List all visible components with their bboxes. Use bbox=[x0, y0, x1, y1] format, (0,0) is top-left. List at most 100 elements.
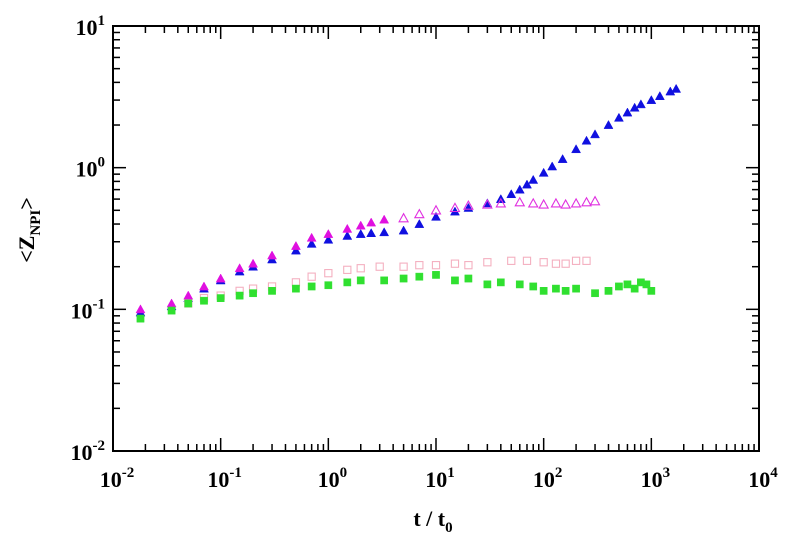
y-tick-label: 101 bbox=[76, 13, 106, 40]
x-axis-label-main: t / t bbox=[413, 506, 445, 531]
data-point bbox=[603, 120, 614, 129]
data-point bbox=[539, 287, 548, 295]
data-point bbox=[306, 232, 317, 242]
data-point bbox=[323, 229, 334, 238]
data-point bbox=[495, 197, 507, 208]
data-point bbox=[398, 212, 410, 223]
data-point bbox=[622, 107, 633, 117]
data-point bbox=[630, 284, 639, 293]
data-point bbox=[323, 234, 334, 244]
series-4 bbox=[136, 271, 656, 323]
data-point bbox=[267, 250, 277, 260]
data-point bbox=[234, 263, 245, 273]
data-point bbox=[572, 284, 580, 293]
data-point bbox=[135, 304, 146, 314]
data-point bbox=[522, 179, 532, 189]
data-point bbox=[355, 229, 366, 238]
data-point bbox=[268, 287, 276, 295]
data-point bbox=[538, 198, 550, 209]
data-point bbox=[623, 280, 632, 289]
data-point bbox=[547, 161, 558, 171]
data-point bbox=[307, 282, 316, 291]
data-points-layer bbox=[135, 83, 682, 323]
y-tick-label: 10-2 bbox=[71, 438, 106, 465]
series-1 bbox=[135, 214, 390, 314]
data-point bbox=[398, 225, 409, 235]
data-point bbox=[464, 261, 473, 270]
data-point bbox=[216, 294, 225, 302]
data-point bbox=[604, 287, 613, 295]
data-point bbox=[561, 259, 570, 268]
data-point bbox=[290, 240, 301, 250]
data-point bbox=[514, 196, 526, 207]
data-point bbox=[414, 219, 425, 228]
data-point bbox=[356, 276, 365, 285]
y-axis-label-end: > bbox=[14, 197, 39, 210]
data-point bbox=[654, 91, 665, 100]
data-point bbox=[342, 223, 353, 233]
data-point bbox=[451, 276, 459, 285]
data-point bbox=[215, 273, 226, 283]
data-point bbox=[589, 195, 601, 206]
data-point bbox=[538, 167, 549, 177]
data-point bbox=[646, 95, 657, 104]
x-axis-label: t / t0 bbox=[413, 506, 452, 536]
data-point bbox=[380, 276, 389, 285]
data-point bbox=[324, 269, 333, 278]
data-point bbox=[379, 214, 390, 224]
data-point bbox=[642, 280, 651, 289]
data-point bbox=[550, 197, 562, 208]
y-axis-label-main: <Z bbox=[14, 236, 39, 263]
ticks-layer bbox=[112, 25, 760, 452]
data-point bbox=[483, 280, 492, 289]
data-point bbox=[292, 284, 300, 293]
data-point bbox=[415, 272, 424, 281]
data-point bbox=[306, 238, 317, 248]
data-point bbox=[581, 135, 592, 145]
data-point bbox=[481, 198, 493, 209]
data-point bbox=[506, 189, 517, 199]
data-point bbox=[514, 184, 525, 194]
data-point bbox=[307, 272, 316, 281]
data-point bbox=[560, 198, 572, 209]
data-point bbox=[464, 274, 473, 283]
tick-labels-layer: 10-2 10-1 100 101 102 103 104 10-2 10-1 100 101 bbox=[71, 13, 779, 492]
data-point bbox=[431, 261, 441, 270]
data-point bbox=[515, 280, 524, 289]
data-point bbox=[483, 258, 492, 267]
data-point bbox=[355, 220, 366, 230]
data-point bbox=[431, 211, 441, 221]
plot-frame bbox=[112, 25, 760, 452]
data-point bbox=[635, 99, 646, 109]
data-point bbox=[290, 245, 301, 255]
data-point bbox=[399, 274, 408, 283]
x-tick-label: 100 bbox=[318, 465, 348, 492]
x-tick-label: 104 bbox=[748, 465, 778, 492]
series-2 bbox=[398, 195, 601, 223]
x-tick-label: 103 bbox=[641, 465, 671, 492]
x-tick-label: 102 bbox=[533, 465, 563, 492]
data-point bbox=[529, 282, 538, 291]
data-point bbox=[582, 256, 591, 265]
data-point bbox=[561, 287, 570, 295]
data-point bbox=[375, 262, 384, 271]
data-point bbox=[496, 278, 505, 287]
y-tick-label: 10-1 bbox=[71, 296, 106, 323]
data-point bbox=[552, 284, 560, 293]
x-tick-label: 10-2 bbox=[100, 465, 135, 492]
data-point bbox=[399, 262, 408, 271]
data-point bbox=[615, 282, 623, 291]
x-tick-label: 10-1 bbox=[207, 465, 242, 492]
data-point bbox=[571, 256, 581, 265]
data-point bbox=[430, 204, 442, 215]
data-point bbox=[591, 289, 599, 298]
data-point bbox=[590, 129, 600, 139]
data-point bbox=[200, 296, 208, 305]
x-tick-label: 101 bbox=[425, 465, 455, 492]
data-point bbox=[450, 259, 460, 268]
data-point bbox=[167, 306, 176, 315]
x-axis-label-sub: 0 bbox=[445, 520, 453, 536]
data-point bbox=[366, 228, 377, 237]
data-point bbox=[343, 278, 352, 287]
